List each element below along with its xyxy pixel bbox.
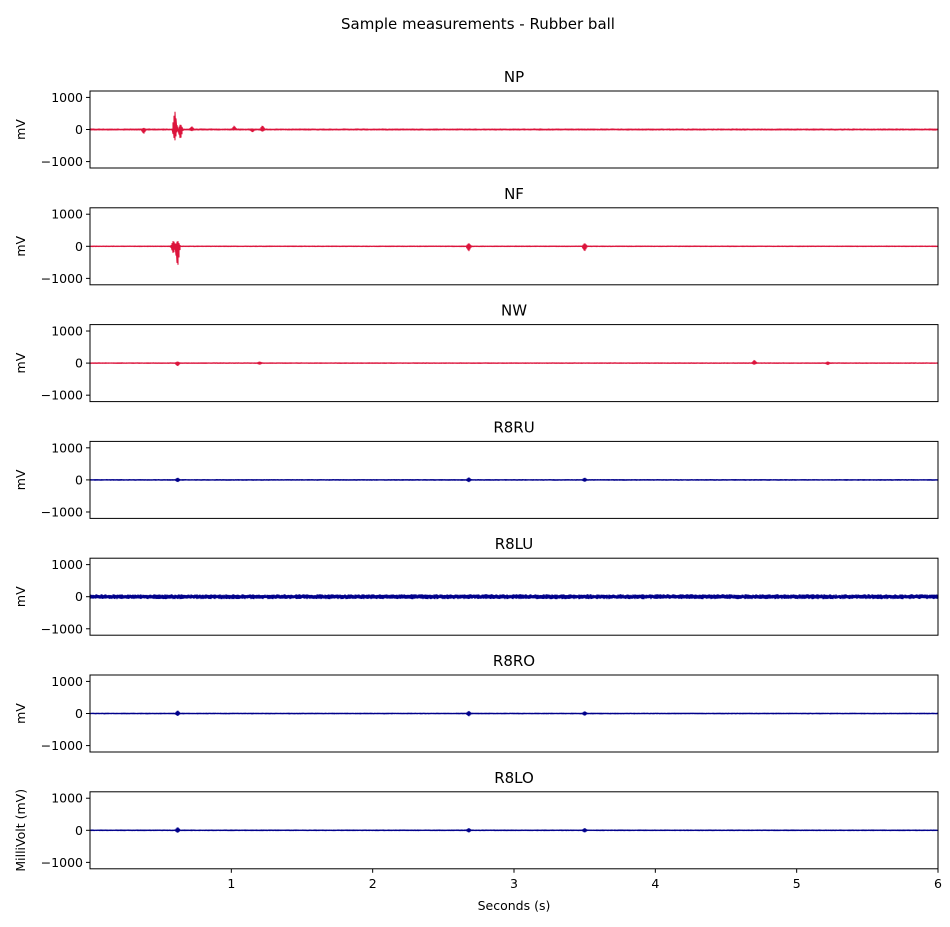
y-tick-label: 1000: [51, 557, 83, 572]
y-tick-label: 0: [75, 356, 83, 371]
x-tick-label: 4: [651, 876, 659, 891]
subplot-nw: 1000 0 −1000 NW mV: [13, 302, 939, 403]
signal-line-np: [89, 111, 939, 141]
signal-line-r8lo: [89, 827, 939, 833]
y-tick-label: −1000: [41, 154, 83, 169]
y-axis-label: mV: [13, 235, 28, 256]
subplot-title: NP: [504, 68, 524, 86]
signal-line-nw: [89, 359, 939, 367]
y-axis-label: mV: [13, 703, 28, 724]
y-tick-label: 1000: [51, 791, 83, 806]
x-tick-label: 3: [510, 876, 518, 891]
y-tick-label: 0: [75, 706, 83, 721]
subplots: 10000−1000NPmV10000−1000NFmV10000−1000NW…: [13, 68, 942, 891]
y-tick-label: 1000: [51, 90, 83, 105]
y-tick-label: 1000: [51, 207, 83, 222]
y-tick-label: 0: [75, 472, 83, 487]
x-tick-label: 1: [227, 876, 235, 891]
y-tick-label: 0: [75, 122, 83, 137]
y-tick-label: 1000: [51, 674, 83, 689]
y-axis-label: mV: [13, 586, 28, 607]
figure-suptitle: Sample measurements - Rubber ball: [341, 15, 615, 33]
signal-line-nf: [89, 241, 939, 265]
signal-line-r8ru: [89, 477, 939, 483]
y-tick-label: 1000: [51, 440, 83, 455]
y-tick-label: −1000: [41, 504, 83, 519]
y-tick-label: 0: [75, 239, 83, 254]
y-tick-label: −1000: [41, 855, 83, 870]
subplot-r8ru: 1000 0 −1000 R8RU mV: [13, 418, 939, 519]
subplot-title: R8LU: [495, 535, 534, 553]
subplot-title: NW: [501, 302, 527, 320]
x-tick-label: 2: [369, 876, 377, 891]
x-tick-label: 6: [934, 876, 942, 891]
signal-line-r8ro: [89, 710, 939, 717]
y-axis-label: mV: [13, 469, 28, 490]
signal-line-r8lu: [89, 594, 939, 600]
subplot-nf: 1000 0 −1000 NF mV: [13, 185, 939, 286]
subplot-title: R8RO: [493, 652, 535, 670]
subplot-r8lu: 1000 0 −1000 R8LU mV: [13, 535, 939, 636]
y-tick-label: 1000: [51, 324, 83, 339]
y-axis-label: mV: [13, 119, 28, 140]
subplot-title: NF: [504, 185, 524, 203]
subplot-r8ro: 1000 0 −1000 R8RO mV: [13, 652, 939, 753]
subplot-title: R8RU: [493, 418, 534, 436]
x-axis-label: Seconds (s): [478, 898, 551, 913]
y-tick-label: −1000: [41, 621, 83, 636]
y-axis-label: MilliVolt (mV): [13, 789, 28, 872]
y-tick-label: −1000: [41, 738, 83, 753]
subplot-np: 1000 0 −1000 NP mV: [13, 68, 939, 169]
y-tick-label: 0: [75, 589, 83, 604]
y-tick-label: 0: [75, 823, 83, 838]
y-tick-label: −1000: [41, 271, 83, 286]
subplot-r8lo: 1000 0 −1000 R8LO MilliVolt (mV) 1 2 3 4 5 6: [13, 769, 942, 891]
y-axis-label: mV: [13, 352, 28, 373]
subplot-title: R8LO: [494, 769, 534, 787]
y-tick-label: −1000: [41, 388, 83, 403]
x-tick-label: 5: [793, 876, 801, 891]
